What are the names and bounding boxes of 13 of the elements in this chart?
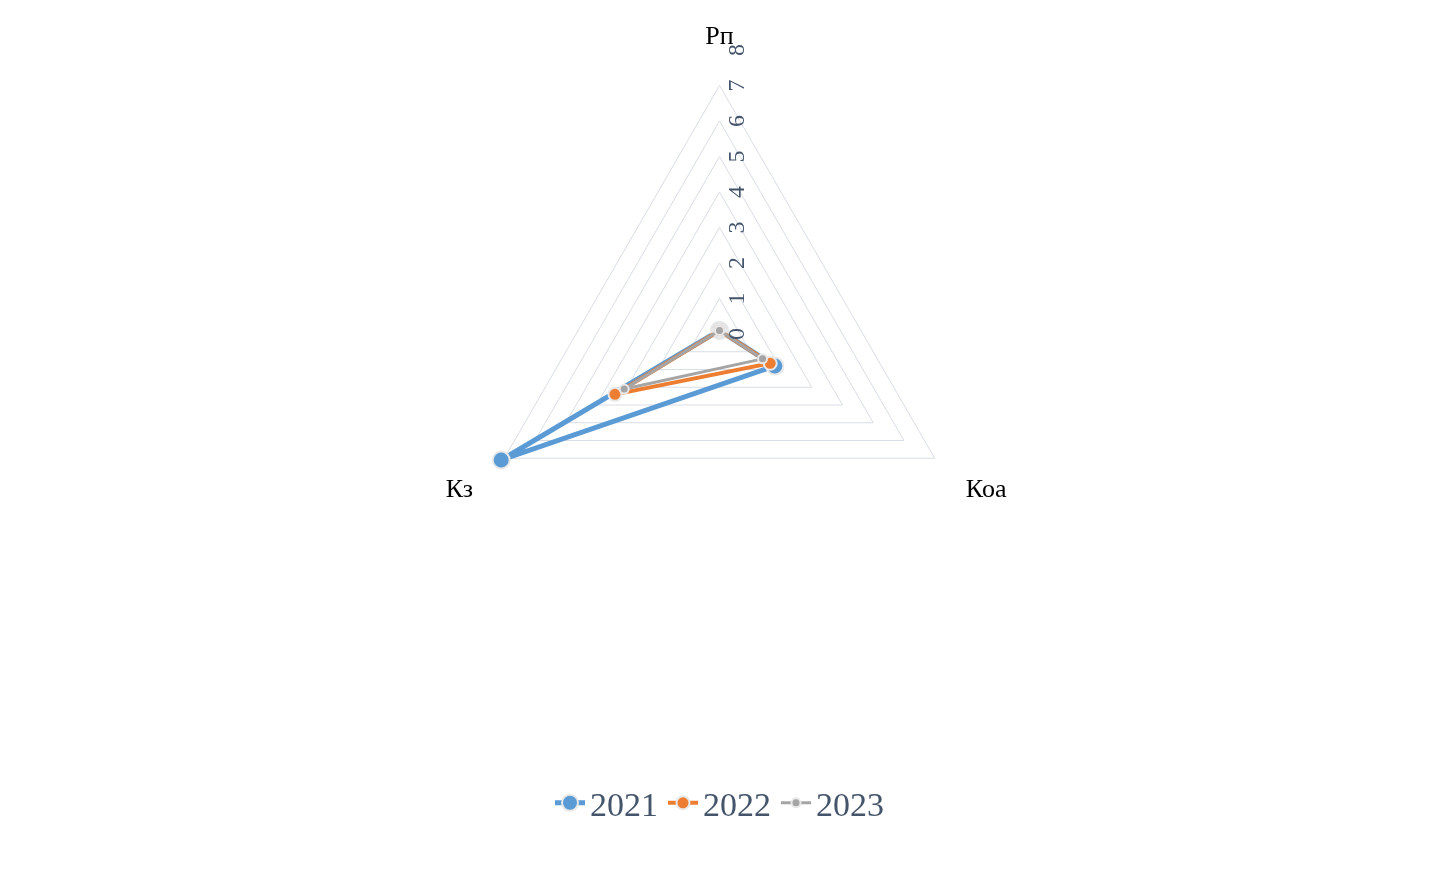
y-tick-label: 1 bbox=[723, 292, 749, 305]
y-tick-label: 4 bbox=[723, 186, 749, 198]
y-tick-label: 6 bbox=[723, 115, 749, 127]
legend-label: 2022 bbox=[703, 786, 771, 824]
spoke-label: Коа bbox=[965, 474, 1007, 504]
spoke-label: Кз bbox=[445, 474, 474, 504]
legend-label: 2021 bbox=[590, 786, 658, 824]
legend-label: 2023 bbox=[816, 786, 884, 824]
y-tick-label: 3 bbox=[723, 221, 749, 234]
y-tick-label: 2 bbox=[723, 257, 749, 269]
y-tick-label: 0 bbox=[723, 328, 749, 340]
y-tick-label: 5 bbox=[723, 150, 749, 163]
y-tick-label: 7 bbox=[723, 79, 749, 92]
